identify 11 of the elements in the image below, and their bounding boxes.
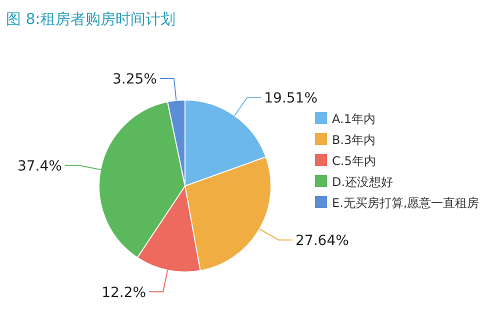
data-label: 37.4% <box>17 158 62 174</box>
data-label: 27.64% <box>296 232 349 249</box>
legend-label: D.还没想好 <box>332 175 394 189</box>
data-label: 12.2% <box>102 284 146 301</box>
chart-title: 图 8:租房者购房时间计划 <box>6 10 176 28</box>
legend-label: B.3年内 <box>332 133 376 147</box>
data-label: 19.51% <box>264 90 318 107</box>
data-label: 3.25% <box>112 72 157 88</box>
legend-label: A.1年内 <box>332 112 376 126</box>
legend-label: C.5年内 <box>332 154 376 168</box>
legend-label: E.无买房打算,愿意一直租房 <box>332 196 480 210</box>
